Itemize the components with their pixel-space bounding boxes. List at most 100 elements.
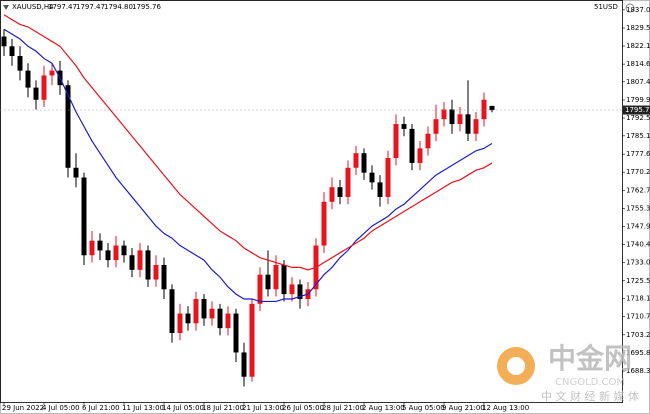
candle-body — [401, 124, 407, 129]
candle-body — [281, 264, 287, 295]
candle-body — [73, 167, 79, 178]
candle-body — [161, 264, 167, 290]
candle-body — [169, 289, 175, 333]
candle-body — [113, 245, 119, 261]
y-tick-label: 1718.15 — [626, 295, 650, 303]
candle-body — [353, 153, 359, 168]
candle-body — [177, 313, 183, 333]
candle-body — [81, 177, 87, 256]
y-tick-label: 1807.40 — [626, 78, 650, 86]
y-tick-label: 1792.50 — [626, 114, 650, 122]
watermark-name: 中金网 — [548, 342, 632, 375]
candle-body — [425, 133, 431, 149]
candle-body — [433, 119, 439, 134]
candle-body — [289, 284, 295, 295]
candle-body — [1, 36, 7, 47]
candle-body — [441, 109, 447, 120]
y-tick-label: 1814.65 — [626, 60, 650, 68]
x-tick-label: 2 Aug 13:00 — [362, 404, 405, 412]
candle-body — [489, 105, 495, 111]
y-tick-label: 1695.80 — [626, 349, 650, 357]
x-tick-label: 9 Aug 21:00 — [442, 404, 485, 412]
candle-body — [65, 85, 71, 168]
candle-body — [49, 70, 55, 76]
x-tick-label: 28 Jul 21:00 — [322, 404, 364, 412]
y-tick-label: 1837.00 — [626, 6, 650, 14]
y-tick-label: 1747.90 — [626, 222, 650, 230]
candle-body — [473, 119, 479, 134]
y-tick-label: 1733.00 — [626, 259, 650, 267]
candle-body — [241, 352, 247, 377]
candle-body — [97, 240, 103, 251]
candle-body — [17, 56, 23, 71]
y-tick-label: 1703.25 — [626, 331, 650, 339]
candle-body — [249, 303, 255, 377]
candle-body — [361, 153, 367, 173]
candle-body — [33, 87, 39, 100]
candle-body — [345, 167, 351, 197]
candle-body — [201, 298, 207, 319]
candle-body — [457, 114, 463, 125]
candle-body — [129, 255, 135, 270]
y-tick-label: 1688.35 — [626, 367, 650, 375]
ohlc-open: 1797.47 — [48, 3, 77, 11]
x-tick-label: 12 Aug 13:00 — [482, 404, 529, 412]
moving-average — [3, 14, 493, 271]
x-tick-label: 6 Jul 21:00 — [82, 404, 120, 412]
candle-body — [209, 308, 215, 319]
current-price-label: 1795.76 — [625, 106, 650, 114]
candle-body — [257, 274, 263, 304]
plot-frame — [0, 0, 623, 403]
candle-body — [321, 201, 327, 246]
y-tick-label: 1755.30 — [626, 204, 650, 212]
y-tick-label: 1710.70 — [626, 313, 650, 321]
candle-body — [337, 187, 343, 197]
watermark-site: CNGOLD.COM — [555, 377, 625, 388]
candle-body — [273, 264, 279, 290]
candle-body — [297, 284, 303, 299]
ohlc-close: 1795.76 — [132, 3, 161, 11]
x-tick-label: 4 Jul 05:00 — [42, 404, 80, 412]
y-tick-label: 1770.20 — [626, 168, 650, 176]
candle-body — [225, 313, 231, 329]
candle-body — [89, 240, 95, 256]
y-tick-label: 1725.50 — [626, 277, 650, 285]
candle-body — [377, 182, 383, 197]
ohlc-high: 1797.47 — [76, 3, 105, 11]
y-tick-label: 1822.10 — [626, 42, 650, 50]
candle-body — [329, 187, 335, 202]
x-tick-label: 14 Jul 05:00 — [162, 404, 204, 412]
candle-body — [25, 70, 31, 88]
candle-body — [145, 250, 151, 280]
x-tick-label: 11 Jul 13:00 — [122, 404, 164, 412]
candle-body — [9, 46, 15, 57]
y-tick-label: 1829.55 — [626, 24, 650, 32]
candle-body — [185, 313, 191, 324]
x-tick-label: 29 Jun 2022 — [2, 404, 44, 412]
account-label: 51USD — [594, 3, 618, 11]
candle-body — [105, 250, 111, 261]
y-tick-label: 1799.90 — [626, 96, 650, 104]
candle-body — [409, 128, 415, 163]
moving-average — [3, 28, 493, 303]
symbol: XAUUSD,H4 — [12, 3, 54, 11]
y-tick-label: 1762.75 — [626, 186, 650, 194]
y-tick-label: 1777.60 — [626, 150, 650, 158]
x-tick-label: 21 Jul 13:00 — [242, 404, 284, 412]
x-tick-label: 5 Aug 05:00 — [402, 404, 445, 412]
watermark: 中金网 CNGOLD.COM 中 文 财 经 新 媒 体 — [497, 342, 639, 403]
candle-body — [417, 148, 423, 163]
candle-body — [193, 298, 199, 324]
candle-body — [481, 99, 487, 120]
candle-body — [121, 245, 127, 256]
candle-body — [153, 264, 159, 280]
candle-body — [385, 158, 391, 197]
corner-icon — [625, 3, 635, 13]
ohlc-low: 1794.80 — [104, 3, 133, 11]
current-price-box — [623, 105, 650, 115]
symbol-icon — [3, 5, 9, 10]
x-tick-label: 26 Jul 05:00 — [282, 404, 324, 412]
candle-body — [41, 75, 47, 100]
candle-body — [137, 250, 143, 270]
